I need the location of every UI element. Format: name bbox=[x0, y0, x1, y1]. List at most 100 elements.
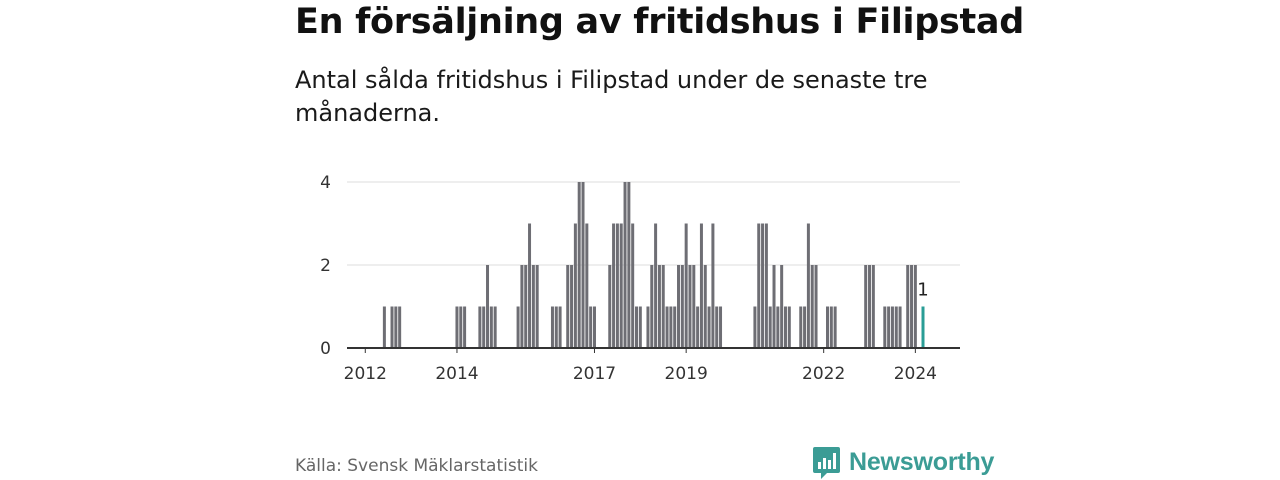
bar bbox=[619, 223, 623, 348]
bar-chart: 0 2 4 2012 2014 2017 2019 2022 2024 1 bbox=[320, 173, 960, 384]
bar bbox=[516, 306, 520, 348]
bar bbox=[799, 306, 803, 348]
chart-title: En försäljning av fritidshus i Filipstad bbox=[295, 2, 1024, 42]
bar bbox=[669, 306, 673, 348]
source-note: Källa: Svensk Mäklarstatistik bbox=[295, 456, 538, 476]
bar bbox=[650, 265, 654, 348]
y-tick-label: 0 bbox=[320, 339, 331, 359]
bar bbox=[558, 306, 562, 348]
bar bbox=[826, 306, 829, 348]
bar bbox=[677, 265, 681, 348]
bar bbox=[612, 223, 616, 348]
bar bbox=[833, 306, 837, 348]
bar bbox=[528, 223, 532, 348]
bar bbox=[382, 306, 386, 348]
bar bbox=[684, 223, 688, 348]
bar bbox=[573, 223, 577, 348]
highlight-bar bbox=[921, 306, 925, 348]
bar bbox=[692, 265, 696, 348]
bar bbox=[589, 306, 593, 348]
bar bbox=[524, 265, 528, 348]
bar bbox=[661, 265, 665, 348]
x-tick-label: 2017 bbox=[573, 364, 616, 384]
bar bbox=[868, 265, 872, 348]
x-tick-label: 2024 bbox=[894, 364, 937, 384]
bar bbox=[577, 182, 581, 348]
bar bbox=[646, 306, 650, 348]
bar bbox=[482, 306, 486, 348]
chart-subtitle: Antal sålda fritidshus i Filipstad under… bbox=[295, 66, 928, 127]
bar bbox=[566, 265, 570, 348]
bar bbox=[883, 306, 887, 348]
y-tick-label: 4 bbox=[320, 173, 331, 193]
bar bbox=[486, 265, 490, 348]
bar bbox=[550, 306, 554, 348]
bar bbox=[764, 223, 768, 348]
bar bbox=[814, 265, 818, 348]
bar bbox=[871, 265, 875, 348]
bar bbox=[761, 223, 765, 348]
bar bbox=[906, 265, 910, 348]
bar bbox=[680, 265, 684, 348]
bar bbox=[829, 306, 833, 348]
bar bbox=[463, 306, 467, 348]
bar bbox=[772, 265, 776, 348]
highlight-value-label: 1 bbox=[917, 280, 928, 301]
bar bbox=[570, 265, 574, 348]
y-tick-label: 2 bbox=[320, 256, 331, 276]
bar bbox=[608, 265, 612, 348]
bar bbox=[478, 306, 482, 348]
bar bbox=[913, 265, 917, 348]
bars bbox=[382, 182, 925, 348]
bar bbox=[665, 306, 669, 348]
bar bbox=[887, 306, 891, 348]
bar bbox=[635, 306, 638, 348]
bar bbox=[711, 223, 715, 348]
bar bbox=[638, 306, 642, 348]
bar bbox=[631, 223, 635, 348]
bar bbox=[719, 306, 723, 348]
bar bbox=[768, 306, 772, 348]
bar bbox=[627, 182, 631, 348]
bar bbox=[489, 306, 493, 348]
bar bbox=[783, 306, 787, 348]
brand-name: Newsworthy bbox=[849, 448, 995, 476]
x-axis-ticks: 2012 2014 2017 2019 2022 2024 bbox=[344, 348, 937, 384]
bar bbox=[890, 306, 894, 348]
x-tick-label: 2019 bbox=[665, 364, 708, 384]
bar bbox=[787, 306, 791, 348]
bar bbox=[776, 306, 780, 348]
x-tick-label: 2012 bbox=[344, 364, 387, 384]
bar bbox=[520, 265, 524, 348]
bar bbox=[623, 182, 627, 348]
bar bbox=[535, 265, 539, 348]
bar bbox=[688, 265, 692, 348]
bar bbox=[657, 265, 661, 348]
bar bbox=[757, 223, 761, 348]
bar bbox=[673, 306, 677, 348]
newsworthy-logo-icon bbox=[813, 447, 840, 479]
bar bbox=[696, 306, 700, 348]
bar bbox=[390, 306, 394, 348]
bar bbox=[455, 306, 459, 348]
x-tick-label: 2022 bbox=[802, 364, 845, 384]
bar bbox=[864, 265, 868, 348]
bar bbox=[459, 306, 463, 348]
bar bbox=[654, 223, 658, 348]
bar bbox=[398, 306, 402, 348]
bar bbox=[715, 306, 719, 348]
bar bbox=[585, 223, 589, 348]
bar bbox=[707, 306, 711, 348]
chart-card: En försäljning av fritidshus i Filipstad… bbox=[295, 0, 1024, 480]
bar bbox=[910, 265, 914, 348]
bar bbox=[493, 306, 497, 348]
bar bbox=[592, 306, 596, 348]
bar bbox=[898, 306, 902, 348]
bar bbox=[699, 223, 703, 348]
x-tick-label: 2014 bbox=[435, 364, 478, 384]
y-axis-ticks: 0 2 4 bbox=[320, 173, 331, 359]
bar bbox=[394, 306, 398, 348]
bar bbox=[810, 265, 814, 348]
bar bbox=[803, 306, 807, 348]
bar bbox=[531, 265, 535, 348]
